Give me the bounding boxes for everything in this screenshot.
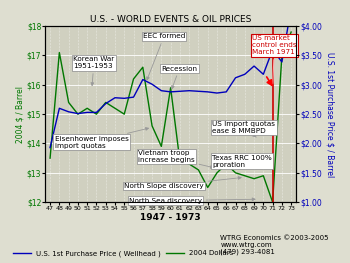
Title: U.S. - WORLD EVENTS & OIL PRICES: U.S. - WORLD EVENTS & OIL PRICES [90, 15, 251, 24]
X-axis label: 1947 - 1973: 1947 - 1973 [140, 213, 201, 222]
Text: North Sea discovery: North Sea discovery [129, 198, 255, 204]
Text: Vietnam troop
increase begins: Vietnam troop increase begins [138, 150, 214, 168]
Text: Texas RRC 100%
proration: Texas RRC 100% proration [212, 155, 272, 168]
Text: North Slope discovery: North Slope discovery [124, 176, 241, 189]
Text: Korean War
1951-1953: Korean War 1951-1953 [73, 56, 114, 85]
Y-axis label: U.S. 1st Purchase Price $ / Barrel: U.S. 1st Purchase Price $ / Barrel [326, 52, 335, 177]
Text: EEC formed: EEC formed [143, 33, 185, 80]
Text: US Import quotas
ease 8 MMBPD: US Import quotas ease 8 MMBPD [212, 121, 275, 137]
Legend: U.S. 1st Purchase Price ( Wellhead ), 2004 Dollars: U.S. 1st Purchase Price ( Wellhead ), 20… [10, 247, 236, 260]
Text: WTRG Economics ©2003-2005
www.wtrg.com
(479) 293-4081: WTRG Economics ©2003-2005 www.wtrg.com (… [220, 235, 329, 255]
Text: Eisenhower imposes
import quotas: Eisenhower imposes import quotas [55, 128, 148, 149]
Y-axis label: 2004 $ / Barrel: 2004 $ / Barrel [15, 86, 24, 143]
Text: US market
control ends
March 1971: US market control ends March 1971 [252, 35, 297, 84]
Text: Recession: Recession [161, 66, 197, 89]
